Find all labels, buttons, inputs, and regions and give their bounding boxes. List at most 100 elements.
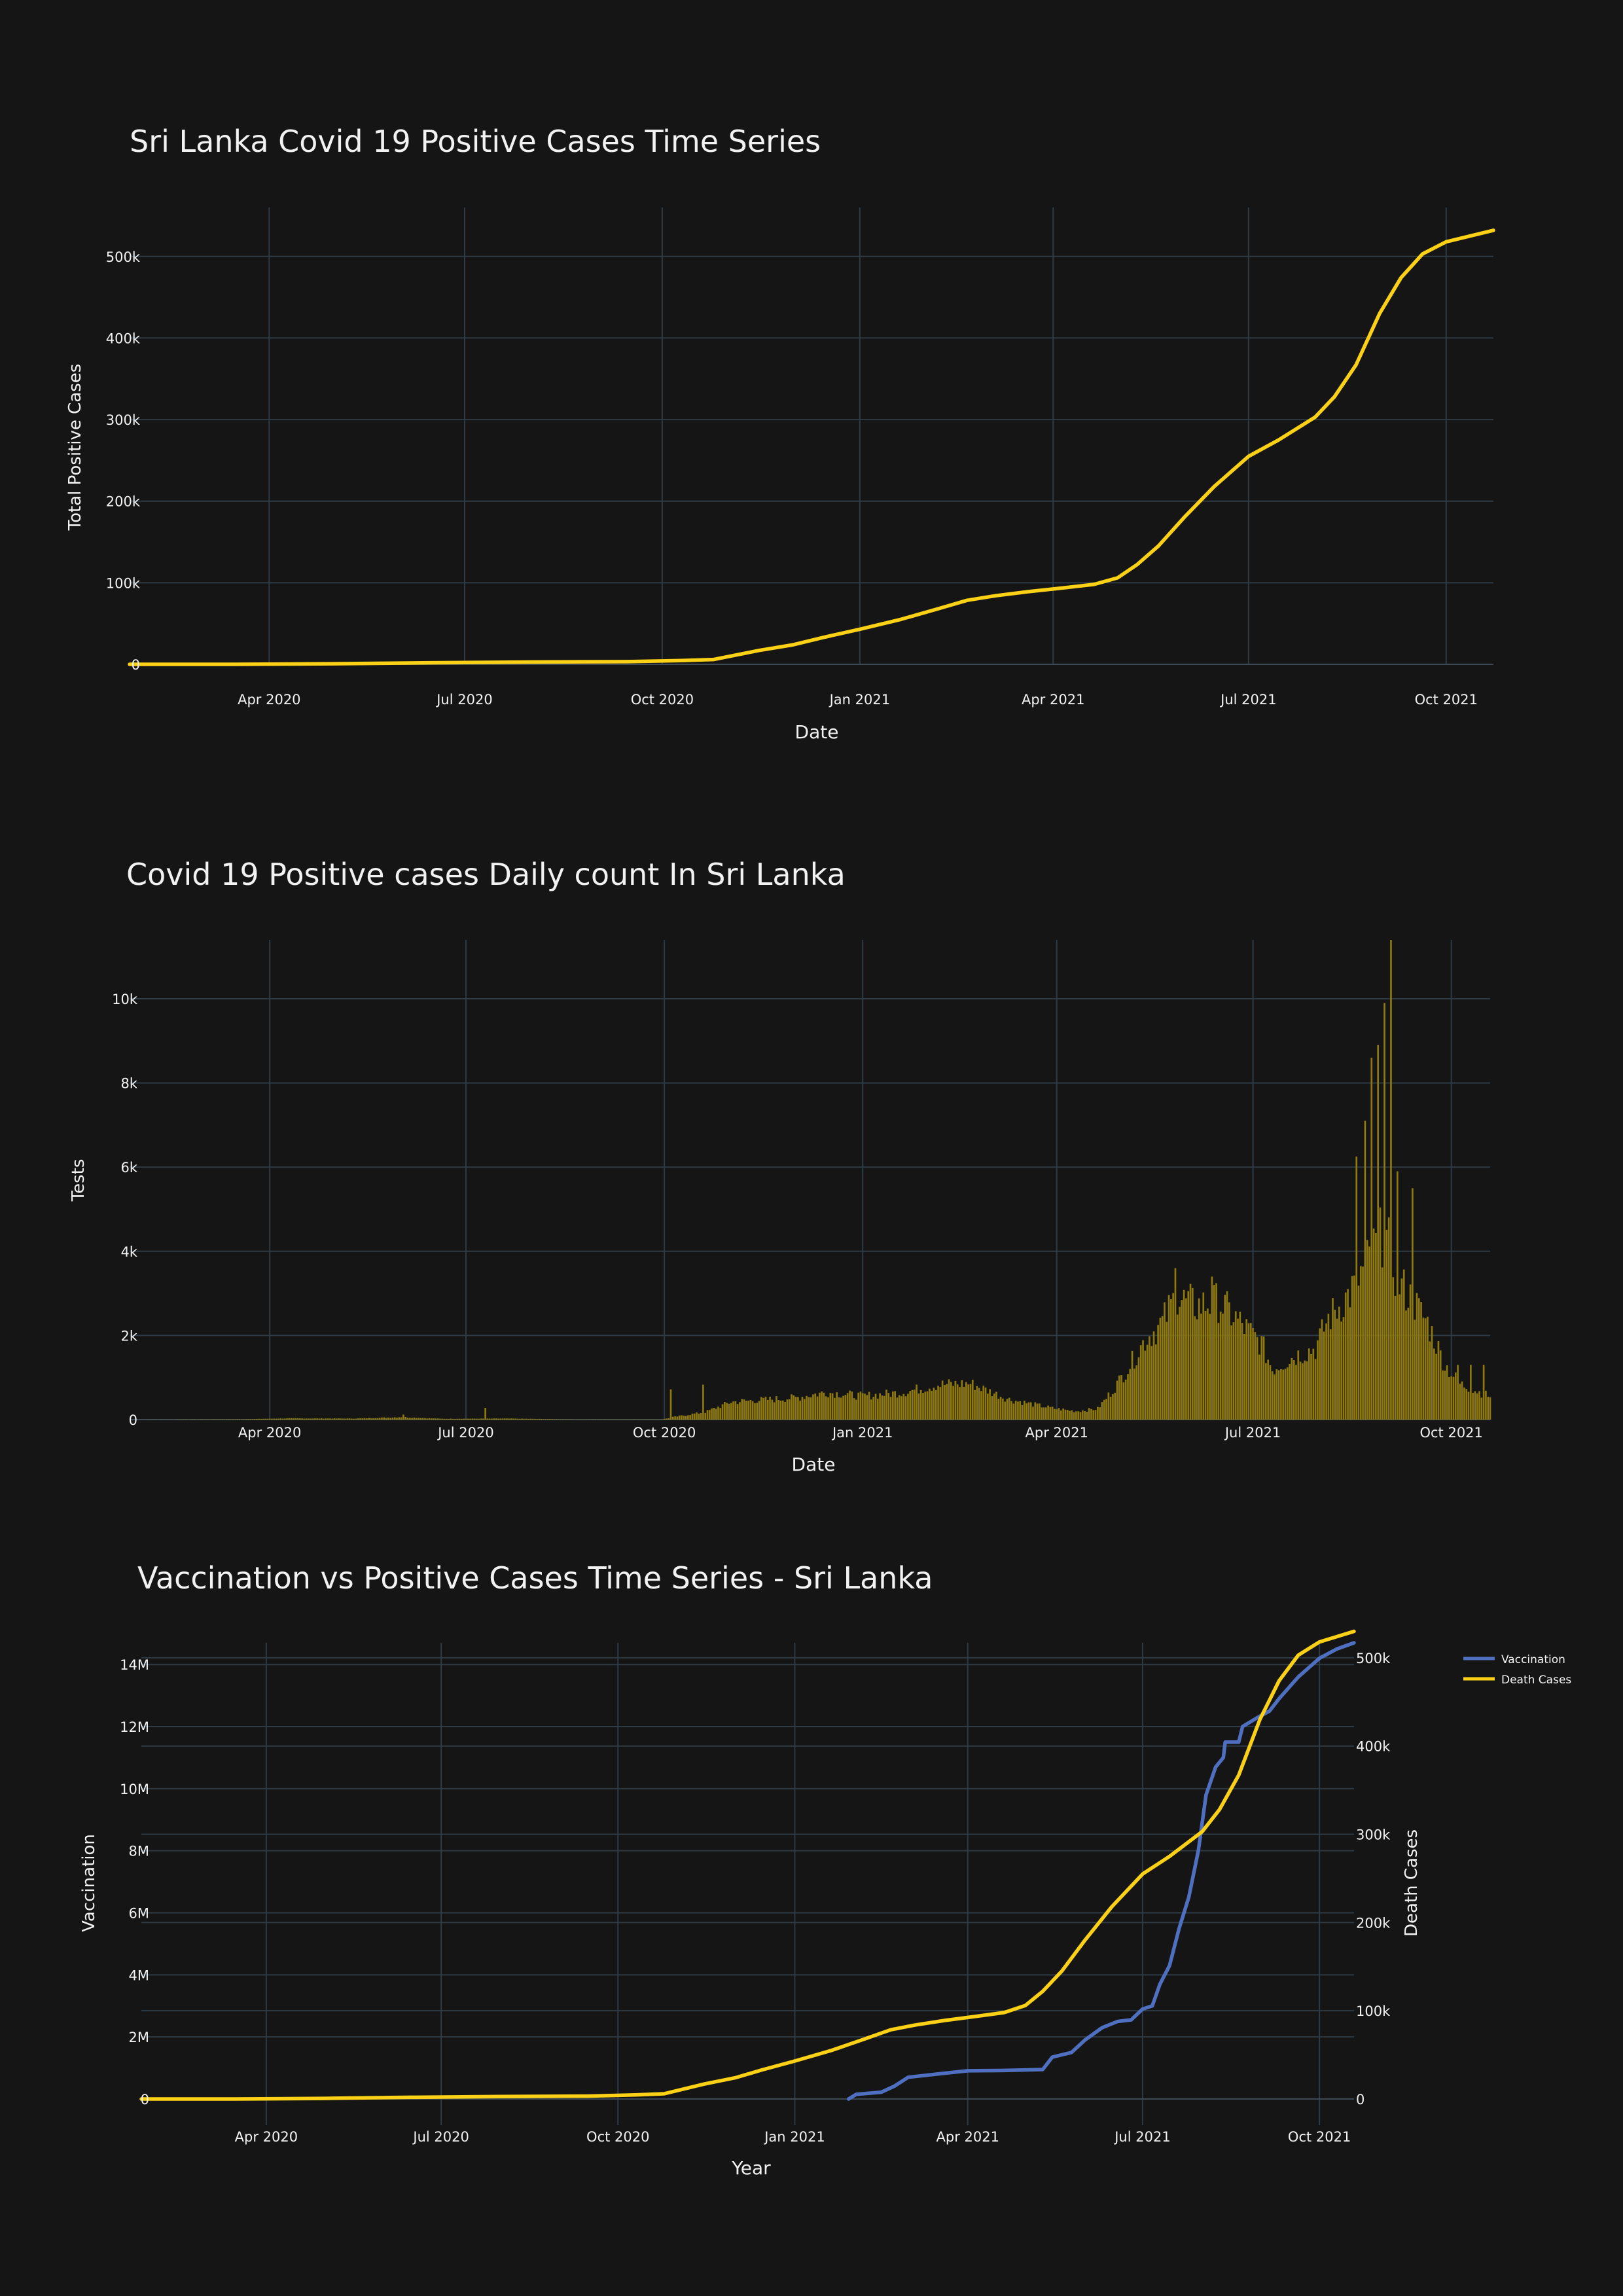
daily-bar	[1237, 1318, 1239, 1420]
daily-bar	[1332, 1298, 1334, 1420]
x-tick-label: Apr 2020	[238, 1425, 301, 1441]
daily-bar	[473, 1418, 476, 1420]
chart-3-x-axis: Apr 2020 Jul 2020 Oct 2020 Jan 2021 Apr 2021…	[235, 2129, 1351, 2145]
daily-bar	[413, 1417, 416, 1420]
daily-bar	[234, 1419, 236, 1420]
daily-bar	[1211, 1276, 1213, 1420]
daily-bar	[495, 1418, 497, 1420]
x-tick-label: Apr 2020	[235, 2129, 298, 2145]
daily-bar	[1427, 1316, 1429, 1420]
daily-bar	[346, 1418, 349, 1420]
daily-bar	[749, 1399, 752, 1420]
daily-bar	[378, 1418, 381, 1420]
daily-bar	[1159, 1318, 1162, 1420]
daily-bar	[1437, 1341, 1440, 1420]
daily-bar	[1375, 1233, 1377, 1420]
daily-bar	[1387, 1217, 1390, 1420]
daily-bar	[482, 1418, 484, 1420]
daily-bar	[1325, 1323, 1327, 1420]
daily-bar	[669, 1389, 672, 1420]
daily-bar	[467, 1418, 469, 1420]
daily-bar	[1226, 1291, 1228, 1420]
daily-bar	[1187, 1291, 1190, 1420]
daily-bar	[376, 1418, 379, 1420]
daily-bar	[456, 1418, 459, 1420]
daily-bar	[1370, 1058, 1373, 1420]
daily-bar	[228, 1419, 230, 1420]
x-tick-label: Jul 2021	[1219, 692, 1276, 708]
daily-bar	[693, 1413, 696, 1420]
x-tick-label: Oct 2020	[633, 1425, 696, 1441]
daily-bar	[1209, 1314, 1211, 1420]
death-cases-line	[139, 1629, 1356, 2101]
daily-bar	[1174, 1268, 1177, 1420]
daily-bar	[531, 1418, 534, 1420]
daily-bar	[1379, 1207, 1382, 1420]
daily-bar	[1265, 1363, 1267, 1420]
daily-bar	[987, 1393, 989, 1420]
daily-bar	[956, 1384, 959, 1420]
daily-bar	[415, 1418, 418, 1420]
daily-bar	[1459, 1384, 1461, 1420]
daily-bar	[1297, 1350, 1300, 1420]
daily-bar	[1312, 1348, 1315, 1420]
daily-bar	[918, 1393, 920, 1420]
daily-bar	[674, 1416, 676, 1420]
y-tick-label: 300k	[1356, 1827, 1391, 1843]
daily-bar	[1478, 1391, 1480, 1420]
daily-bar	[1420, 1302, 1422, 1420]
daily-bar	[846, 1393, 849, 1420]
daily-bar	[1282, 1369, 1285, 1420]
daily-bar	[1135, 1365, 1137, 1420]
y-tick-label: 100k	[106, 575, 141, 591]
daily-bar	[933, 1388, 935, 1420]
daily-bar	[1189, 1283, 1192, 1420]
y-tick-label: 2k	[120, 1328, 137, 1344]
chart-2-plot-area	[139, 940, 1491, 1420]
daily-bar	[666, 1418, 668, 1420]
daily-bar	[1262, 1336, 1265, 1420]
daily-bar	[439, 1418, 441, 1420]
daily-bar	[421, 1418, 424, 1420]
daily-bar	[1056, 1409, 1058, 1420]
daily-bar	[827, 1397, 829, 1420]
daily-bar	[1390, 940, 1392, 1420]
daily-bar	[499, 1418, 502, 1420]
daily-bar	[736, 1404, 739, 1420]
daily-bar	[318, 1418, 321, 1420]
daily-bar	[452, 1418, 454, 1420]
daily-bar	[861, 1393, 864, 1420]
x-tick-label: Jul 2020	[435, 692, 492, 708]
daily-bar	[1043, 1407, 1045, 1420]
daily-bar	[471, 1418, 474, 1420]
daily-bar	[1351, 1276, 1353, 1420]
y-tick-label: 0	[132, 657, 140, 673]
daily-bar	[776, 1396, 777, 1420]
daily-bar	[1150, 1346, 1153, 1420]
legend-item-death-cases[interactable]: Death Cases	[1463, 1674, 1571, 1687]
daily-bar	[476, 1418, 478, 1420]
y-tick-label: 6M	[129, 1906, 149, 1922]
daily-bar	[385, 1418, 387, 1420]
daily-bar	[1247, 1323, 1250, 1420]
daily-bar	[327, 1418, 329, 1420]
x-tick-label: Oct 2020	[586, 2129, 649, 2145]
daily-bar	[357, 1418, 359, 1420]
daily-bar	[721, 1404, 724, 1420]
daily-bar	[1142, 1340, 1144, 1420]
daily-bar	[950, 1382, 952, 1420]
daily-bar	[1457, 1365, 1459, 1420]
legend-item-vaccination[interactable]: Vaccination	[1463, 1653, 1565, 1666]
daily-bar	[1044, 1407, 1047, 1420]
daily-bar	[465, 1418, 467, 1420]
x-tick-label: Apr 2021	[1022, 692, 1084, 708]
daily-bar	[741, 1399, 743, 1420]
daily-bar	[676, 1416, 679, 1420]
daily-bar	[1256, 1336, 1258, 1420]
daily-bar	[238, 1419, 241, 1420]
daily-bar	[747, 1401, 749, 1420]
daily-bar	[876, 1398, 879, 1420]
daily-bar	[1090, 1408, 1092, 1420]
daily-bar	[758, 1401, 760, 1420]
chart-2-title: Covid 19 Positive cases Daily count In S…	[126, 857, 846, 892]
